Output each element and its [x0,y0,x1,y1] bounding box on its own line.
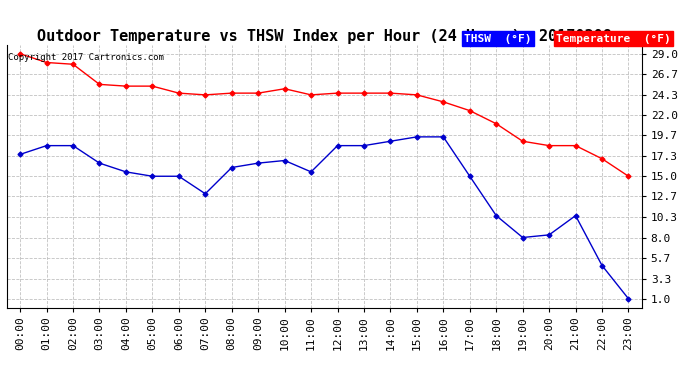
Title: Outdoor Temperature vs THSW Index per Hour (24 Hours)  20170208: Outdoor Temperature vs THSW Index per Ho… [37,29,612,44]
Text: Copyright 2017 Cartronics.com: Copyright 2017 Cartronics.com [8,53,164,62]
Text: Temperature  (°F): Temperature (°F) [556,34,671,44]
Text: THSW  (°F): THSW (°F) [464,34,531,44]
